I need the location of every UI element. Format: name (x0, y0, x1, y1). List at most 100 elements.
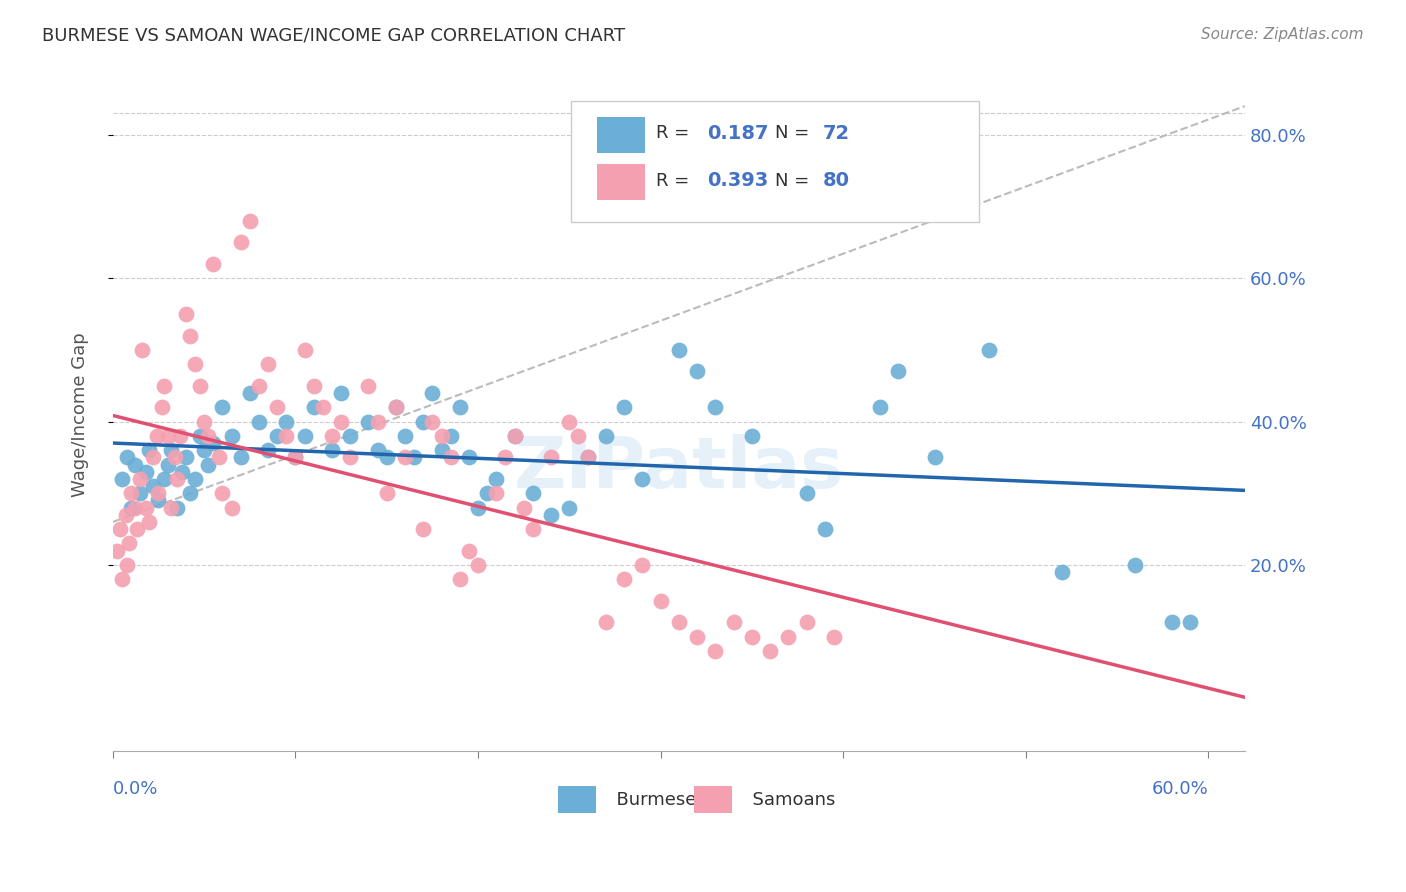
Point (190, 429, 212, 443)
Point (135, 500, 157, 515)
Text: R =: R = (657, 124, 695, 143)
Point (114, 508, 136, 522)
Point (503, 429, 526, 443)
Point (650, 594, 672, 608)
Point (394, 450, 416, 465)
Point (723, 615, 745, 630)
Point (385, 401, 408, 415)
Point (138, 443, 160, 458)
Point (174, 307, 197, 321)
FancyBboxPatch shape (598, 164, 645, 200)
Point (796, 615, 818, 630)
Point (202, 436, 225, 450)
Point (239, 214, 262, 228)
Point (422, 415, 444, 429)
Text: 80: 80 (823, 171, 849, 190)
Point (613, 401, 636, 415)
Point (1178, 615, 1201, 630)
Point (887, 364, 910, 378)
Point (412, 522, 434, 536)
Text: 60.0%: 60.0% (1152, 780, 1208, 798)
Point (475, 486, 498, 500)
Point (522, 486, 544, 500)
Point (979, 343, 1001, 357)
Point (321, 443, 343, 458)
Point (118, 536, 141, 550)
Point (394, 429, 416, 443)
Text: 0.393: 0.393 (707, 171, 769, 190)
Point (449, 572, 471, 586)
Point (485, 486, 508, 500)
Point (741, 429, 763, 443)
Point (759, 644, 782, 658)
Point (631, 472, 654, 486)
Text: N =: N = (775, 171, 815, 190)
Point (276, 415, 298, 429)
Point (357, 378, 380, 392)
Point (449, 401, 471, 415)
Point (257, 357, 280, 371)
Point (108, 522, 131, 536)
Point (924, 450, 946, 465)
Point (704, 644, 727, 658)
Point (160, 500, 183, 515)
Point (156, 458, 179, 472)
Point (330, 385, 353, 400)
Point (294, 429, 316, 443)
Point (257, 443, 280, 458)
Point (668, 615, 690, 630)
Text: ZIPatlas: ZIPatlas (513, 434, 844, 503)
Point (179, 328, 201, 343)
Text: R =: R = (657, 171, 695, 190)
Point (294, 343, 316, 357)
Point (375, 450, 398, 465)
Point (221, 429, 243, 443)
Point (814, 522, 837, 536)
Point (404, 450, 426, 465)
Point (221, 500, 243, 515)
Point (686, 364, 709, 378)
Point (422, 385, 444, 400)
Text: 72: 72 (823, 124, 849, 143)
Text: N =: N = (775, 124, 815, 143)
Point (131, 343, 153, 357)
Point (111, 472, 134, 486)
Point (686, 630, 709, 644)
Point (302, 378, 325, 392)
Point (266, 401, 288, 415)
Point (229, 450, 252, 465)
Point (166, 500, 188, 515)
Point (457, 543, 479, 558)
Point (330, 415, 353, 429)
Point (467, 500, 489, 515)
Point (302, 401, 325, 415)
Point (339, 450, 361, 465)
Text: Source: ZipAtlas.com: Source: ZipAtlas.com (1201, 27, 1364, 42)
FancyBboxPatch shape (571, 101, 979, 222)
Point (124, 458, 146, 472)
Point (558, 415, 581, 429)
Point (494, 450, 516, 465)
Text: BURMESE VS SAMOAN WAGE/INCOME GAP CORRELATION CHART: BURMESE VS SAMOAN WAGE/INCOME GAP CORREL… (42, 27, 626, 45)
Point (111, 572, 134, 586)
Point (120, 500, 142, 515)
Text: Burmese: Burmese (606, 791, 696, 809)
Point (172, 465, 194, 479)
Point (129, 486, 152, 500)
Point (148, 493, 170, 508)
Point (540, 450, 562, 465)
Point (184, 472, 207, 486)
Point (823, 630, 845, 644)
Point (169, 429, 191, 443)
Point (276, 429, 298, 443)
Point (138, 515, 160, 529)
Point (239, 385, 262, 400)
Y-axis label: Wage/Income Gap: Wage/Income Gap (72, 332, 89, 497)
Point (211, 486, 233, 500)
Point (430, 429, 453, 443)
Point (704, 401, 727, 415)
Point (595, 429, 617, 443)
Point (385, 401, 408, 415)
Point (124, 500, 146, 515)
FancyBboxPatch shape (598, 117, 645, 153)
